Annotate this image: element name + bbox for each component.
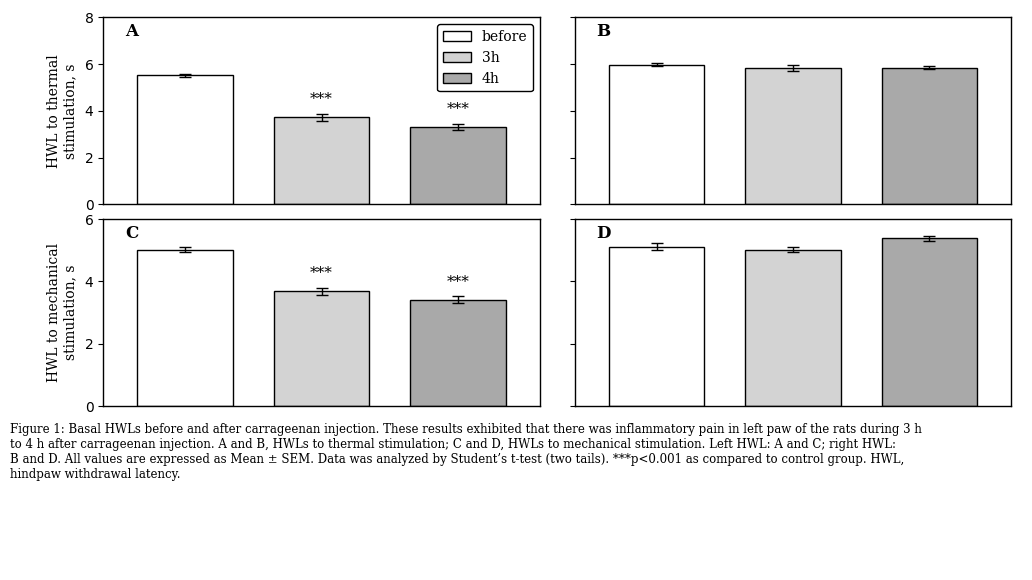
Bar xyxy=(609,64,705,204)
Bar xyxy=(745,249,841,406)
Bar xyxy=(410,299,506,406)
Bar xyxy=(273,117,369,204)
Bar xyxy=(609,246,705,406)
Bar xyxy=(137,75,233,204)
Text: ***: *** xyxy=(447,275,470,289)
Legend: before, 3h, 4h: before, 3h, 4h xyxy=(438,24,533,91)
Text: ***: *** xyxy=(310,266,333,280)
Text: ***: *** xyxy=(310,92,333,106)
Bar xyxy=(745,68,841,204)
Text: A: A xyxy=(125,23,138,40)
Bar xyxy=(881,238,977,406)
Text: Figure 1: Basal HWLs before and after carrageenan injection. These results exhib: Figure 1: Basal HWLs before and after ca… xyxy=(10,423,923,481)
Text: C: C xyxy=(125,225,138,242)
Y-axis label: HWL to mechanical
stimulation, s: HWL to mechanical stimulation, s xyxy=(47,243,77,382)
Y-axis label: HWL to thermal
stimulation, s: HWL to thermal stimulation, s xyxy=(47,54,77,168)
Text: D: D xyxy=(596,225,611,242)
Text: ***: *** xyxy=(447,102,470,116)
Bar xyxy=(881,68,977,204)
Bar xyxy=(273,291,369,406)
Bar xyxy=(410,126,506,204)
Bar xyxy=(137,249,233,406)
Text: B: B xyxy=(596,23,611,40)
